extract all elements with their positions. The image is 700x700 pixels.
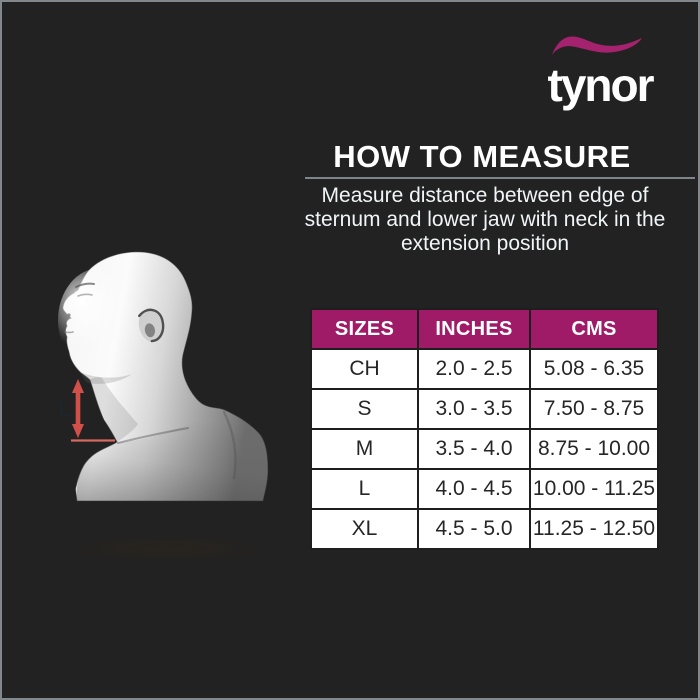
face-highlight xyxy=(58,268,142,372)
cms-cell: 10.00 - 11.25 xyxy=(529,468,659,510)
cms-cell: 11.25 - 12.50 xyxy=(529,508,659,550)
header-sizes: SIZES xyxy=(310,308,419,350)
inches-cell: 3.5 - 4.0 xyxy=(417,428,531,470)
inches-cell: 2.0 - 2.5 xyxy=(417,348,531,390)
brand-swoosh-icon xyxy=(552,36,642,55)
table-row-l: L 4.0 - 4.5 10.00 - 11.25 xyxy=(310,468,659,510)
table-row-ch: CH 2.0 - 2.5 5.08 - 6.35 xyxy=(310,348,659,390)
table-row-m: M 3.5 - 4.0 8.75 - 10.00 xyxy=(310,428,659,470)
size-table: SIZES INCHES CMS CH 2.0 - 2.5 5.08 - 6.3… xyxy=(310,308,659,550)
table-row-xl: XL 4.5 - 5.0 11.25 - 12.50 xyxy=(310,508,659,550)
bust-drop-shadow xyxy=(64,534,269,564)
nostril xyxy=(67,313,71,317)
chest-shading xyxy=(76,410,268,501)
cms-cell: 7.50 - 8.75 xyxy=(529,388,659,430)
neck-shading xyxy=(90,377,138,442)
jaw-shading xyxy=(80,372,132,384)
deltoid-crease xyxy=(222,410,237,480)
brow-line xyxy=(75,282,95,288)
brand-name: tynor xyxy=(547,59,655,111)
header-cms: CMS xyxy=(529,308,659,350)
cms-cell: 5.08 - 6.35 xyxy=(529,348,659,390)
size-table-header-row: SIZES INCHES CMS xyxy=(310,308,659,350)
clavicle-line xyxy=(117,427,189,444)
eye-line xyxy=(77,293,93,297)
inches-cell: 3.0 - 3.5 xyxy=(417,388,531,430)
ear xyxy=(138,308,165,343)
measurement-label: L xyxy=(57,396,71,421)
size-cell: S xyxy=(310,388,419,430)
inches-cell: 4.5 - 5.0 xyxy=(417,508,531,550)
header-inches: INCHES xyxy=(417,308,531,350)
size-cell: CH xyxy=(310,348,419,390)
inches-cell: 4.0 - 4.5 xyxy=(417,468,531,510)
mannequin-bust-figure xyxy=(58,251,269,502)
measurement-arrow-icon xyxy=(71,379,115,442)
size-cell: L xyxy=(310,468,419,510)
title-divider xyxy=(305,177,695,179)
measure-instructions: Measure distance between edge of sternum… xyxy=(304,184,666,255)
cms-cell: 8.75 - 10.00 xyxy=(529,428,659,470)
size-cell: M xyxy=(310,428,419,470)
table-row-s: S 3.0 - 3.5 7.50 - 8.75 xyxy=(310,388,659,430)
brand-logo: tynor xyxy=(538,26,662,111)
size-cell: XL xyxy=(310,508,419,550)
page-title: HOW TO MEASURE xyxy=(333,139,631,174)
